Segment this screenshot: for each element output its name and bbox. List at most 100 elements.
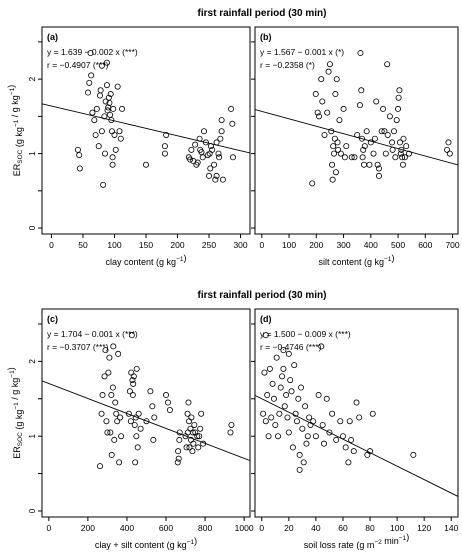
data-point — [361, 143, 368, 150]
data-point — [268, 414, 275, 421]
data-point — [143, 418, 150, 425]
data-point — [332, 91, 339, 98]
data-point — [296, 451, 303, 458]
data-point — [200, 440, 207, 447]
y-tick-label: 0 — [27, 225, 37, 230]
data-point — [118, 433, 125, 440]
data-point — [348, 436, 355, 443]
data-point — [261, 369, 268, 376]
regression-equation: y = 1.639 − 0.002 x (***) — [47, 47, 138, 57]
data-point — [207, 165, 214, 172]
data-point — [176, 436, 183, 443]
data-point — [176, 429, 183, 436]
data-point — [110, 343, 117, 350]
data-point — [212, 176, 219, 183]
data-point — [351, 154, 358, 161]
data-point — [321, 131, 328, 138]
y-axis-label: ERSOC (g kg−1 / g kg−1) — [6, 367, 24, 458]
data-point — [382, 150, 389, 157]
data-point — [345, 459, 352, 466]
data-point — [280, 347, 287, 354]
regression-line — [42, 380, 250, 462]
data-point — [334, 139, 341, 146]
data-point — [339, 433, 346, 440]
data-point — [284, 414, 291, 421]
x-axis-label: soil loss rate (g m−2 min−1) — [304, 532, 409, 550]
data-point — [312, 91, 319, 98]
data-point — [103, 418, 110, 425]
data-point — [128, 332, 135, 339]
data-point — [384, 131, 391, 138]
x-tick-label: 200 — [170, 240, 184, 250]
data-point — [315, 392, 322, 399]
data-point — [198, 410, 205, 417]
data-point — [218, 128, 225, 135]
data-point — [150, 436, 157, 443]
data-point — [310, 418, 317, 425]
section-title-top: first rainfall period (30 min) — [198, 8, 327, 19]
data-point — [195, 444, 202, 451]
data-point — [277, 384, 284, 391]
data-point — [217, 135, 224, 142]
data-point — [299, 425, 306, 432]
data-point — [374, 161, 381, 168]
data-point — [129, 377, 136, 384]
data-point — [175, 455, 182, 462]
data-point — [114, 83, 121, 90]
data-point — [318, 343, 325, 350]
y-axis-label: ERSOC (g kg−1 / g kg−1) — [6, 85, 24, 176]
data-point — [197, 425, 204, 432]
data-point — [108, 128, 115, 135]
data-point — [129, 392, 136, 399]
data-point — [128, 369, 135, 376]
x-tick-label: 150 — [139, 240, 153, 250]
data-point — [228, 105, 235, 112]
data-point — [323, 395, 330, 402]
x-tick-label: 200 — [81, 523, 95, 533]
data-point — [325, 68, 332, 75]
data-point — [357, 50, 364, 57]
data-point — [194, 433, 201, 440]
scatter-panel: 0 20 40 60 80 100 120 140 (d) y = 1.500 − 0.009 x… — [251, 308, 459, 550]
data-point — [272, 421, 279, 428]
x-tick-label: 140 — [444, 523, 458, 533]
data-point — [337, 150, 344, 157]
data-point — [331, 150, 338, 157]
data-point — [395, 105, 402, 112]
data-point — [309, 180, 316, 187]
data-point — [102, 98, 109, 105]
data-point — [137, 425, 144, 432]
data-point — [105, 369, 112, 376]
data-point — [206, 172, 213, 179]
data-point — [264, 392, 271, 399]
data-point — [91, 117, 98, 124]
data-point — [280, 365, 287, 372]
data-point — [117, 135, 124, 142]
data-point — [397, 150, 404, 157]
data-point — [196, 135, 203, 142]
data-point — [302, 403, 309, 410]
data-point — [319, 98, 326, 105]
data-point — [359, 135, 366, 142]
data-point — [215, 150, 222, 157]
data-point — [340, 105, 347, 112]
x-tick-label: 0 — [259, 240, 264, 250]
x-tick-label: 100 — [107, 240, 121, 250]
data-point — [262, 418, 269, 425]
data-point — [342, 444, 349, 451]
data-point — [103, 59, 110, 66]
data-point — [395, 94, 402, 101]
data-point — [329, 410, 336, 417]
data-point — [333, 436, 340, 443]
data-point — [135, 410, 142, 417]
data-point — [389, 139, 396, 146]
data-point — [149, 403, 156, 410]
data-point — [175, 448, 182, 455]
correlation-coefficient: r = −0.4746 (***) — [260, 342, 322, 352]
data-point — [229, 120, 236, 127]
data-point — [366, 161, 373, 168]
data-point — [326, 429, 333, 436]
x-tick-label: 300 — [233, 240, 247, 250]
data-point — [444, 146, 451, 153]
